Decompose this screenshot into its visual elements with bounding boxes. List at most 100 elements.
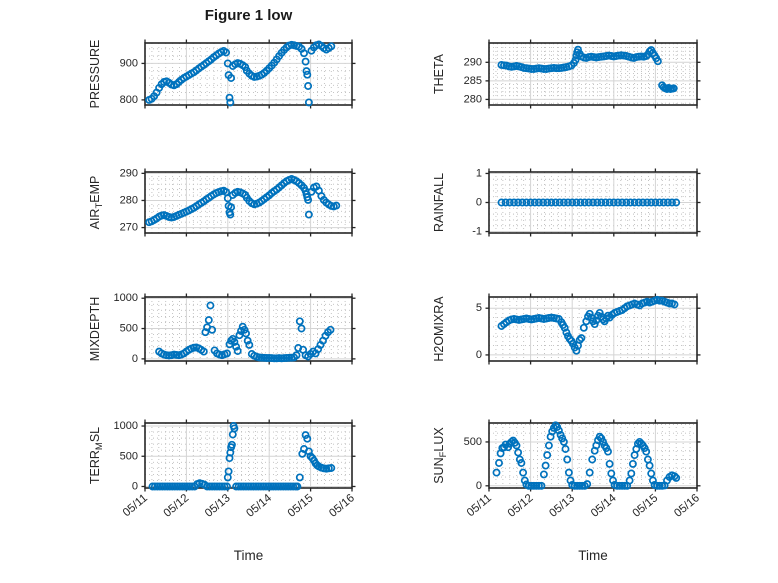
data-point bbox=[647, 198, 656, 207]
data-point bbox=[332, 201, 341, 210]
x-tick-label: 05/13 bbox=[203, 492, 233, 520]
data-point bbox=[270, 354, 279, 363]
data-point bbox=[614, 198, 622, 207]
subplot-rainfall: -1 0 1 RAINFALL bbox=[432, 167, 701, 238]
data-point bbox=[544, 441, 553, 450]
data-point bbox=[224, 467, 233, 476]
data-point bbox=[185, 482, 194, 491]
data-point bbox=[580, 198, 589, 207]
data-point bbox=[292, 351, 301, 360]
y-axis-label: THETA bbox=[432, 53, 446, 94]
subplot-h2omixra: 0 5 H2OMIXRA bbox=[432, 293, 701, 365]
data-point bbox=[233, 347, 242, 355]
data-point bbox=[613, 481, 622, 490]
data-point bbox=[304, 210, 313, 219]
y-axis-label: H2OMIXRA bbox=[432, 296, 446, 362]
data-point bbox=[223, 349, 231, 358]
data-point bbox=[559, 437, 568, 446]
data-point bbox=[518, 198, 527, 207]
data-point bbox=[230, 424, 239, 433]
data-point bbox=[245, 340, 254, 349]
y-tick-label: 0 bbox=[476, 349, 482, 361]
scatter-series bbox=[145, 40, 336, 107]
data-point bbox=[232, 482, 241, 491]
x-tick-label: 05/14 bbox=[589, 492, 619, 520]
axes-frame bbox=[144, 171, 353, 234]
data-point bbox=[274, 482, 283, 491]
data-point bbox=[297, 324, 306, 333]
data-point bbox=[530, 198, 539, 207]
data-point bbox=[651, 198, 660, 207]
data-point bbox=[645, 461, 654, 470]
y-axis-label: PRESSURE bbox=[88, 40, 102, 109]
subplot-theta: 280 285 290 THETA bbox=[432, 39, 701, 109]
y-axis-label: TERRMSL bbox=[88, 427, 105, 484]
data-point bbox=[552, 64, 561, 73]
data-point bbox=[543, 451, 552, 460]
data-point bbox=[539, 65, 548, 73]
data-point bbox=[295, 473, 304, 482]
data-point bbox=[579, 323, 588, 332]
data-point bbox=[293, 482, 302, 491]
data-point bbox=[648, 476, 657, 485]
data-point bbox=[669, 84, 678, 93]
y-tick-label: 500 bbox=[120, 450, 138, 462]
data-point bbox=[534, 198, 543, 207]
data-point bbox=[593, 198, 602, 207]
data-point bbox=[180, 482, 189, 491]
tick-marks bbox=[485, 168, 701, 237]
data-point bbox=[653, 57, 662, 66]
data-point bbox=[566, 476, 575, 485]
data-point bbox=[583, 480, 592, 489]
x-tick-label: 05/12 bbox=[162, 492, 192, 520]
y-axis-label: MIXDEPTH bbox=[88, 297, 102, 362]
data-point bbox=[595, 308, 604, 317]
data-point bbox=[165, 482, 174, 491]
y-axis-label: AIRTEMP bbox=[88, 176, 105, 230]
data-point bbox=[575, 336, 584, 344]
data-point bbox=[501, 198, 510, 207]
data-point bbox=[529, 481, 538, 490]
y-tick-label: 290 bbox=[464, 56, 482, 68]
data-point bbox=[551, 198, 560, 207]
x-axis-label-left: Time bbox=[233, 548, 264, 563]
data-point bbox=[568, 198, 577, 207]
data-point bbox=[604, 447, 612, 456]
grid-lines bbox=[489, 172, 697, 233]
scatter-series bbox=[148, 422, 336, 491]
data-point bbox=[547, 198, 556, 207]
data-point bbox=[242, 482, 250, 491]
data-point bbox=[554, 426, 563, 435]
data-point bbox=[615, 481, 624, 490]
grid-lines bbox=[489, 297, 697, 361]
y-tick-label: 1000 bbox=[114, 292, 138, 304]
axes-frame bbox=[488, 42, 698, 106]
data-point bbox=[227, 203, 236, 212]
y-tick-label: 1000 bbox=[114, 420, 138, 432]
data-point bbox=[256, 482, 265, 491]
data-point bbox=[247, 482, 255, 491]
data-point bbox=[514, 198, 523, 207]
data-point bbox=[208, 325, 217, 334]
data-point bbox=[585, 468, 594, 477]
data-point bbox=[183, 482, 192, 491]
data-point bbox=[303, 70, 312, 79]
data-point bbox=[264, 482, 273, 491]
data-point bbox=[153, 482, 162, 491]
data-point bbox=[517, 459, 526, 467]
data-point bbox=[204, 316, 213, 325]
y-tick-label: 500 bbox=[120, 323, 138, 335]
y-tick-label: -1 bbox=[472, 226, 482, 238]
data-point bbox=[295, 317, 304, 326]
data-point bbox=[226, 210, 235, 219]
data-point bbox=[628, 459, 637, 468]
x-tick-label: 05/15 bbox=[286, 492, 316, 520]
axes-frame bbox=[144, 42, 353, 106]
data-point bbox=[220, 482, 229, 491]
data-point bbox=[625, 476, 634, 485]
data-point bbox=[262, 354, 271, 362]
data-point bbox=[559, 198, 568, 207]
subplot-mixdepth: 0 500 1000 MIXDEPTH bbox=[88, 292, 356, 365]
data-point bbox=[555, 198, 564, 207]
data-point bbox=[672, 473, 681, 482]
